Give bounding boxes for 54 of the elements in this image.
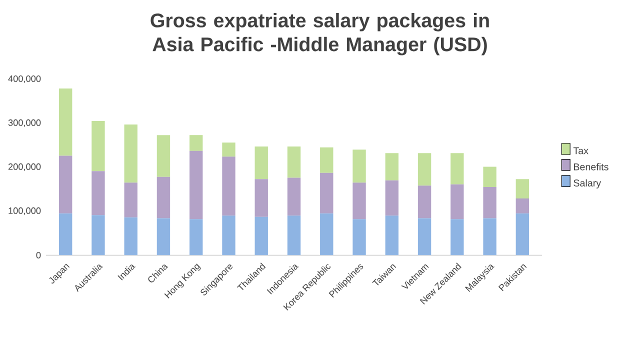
bar [287,216,301,256]
bar [352,219,366,256]
bar [385,216,398,256]
legend-label: Benefits [574,163,608,170]
bar [352,150,366,183]
bar [516,213,530,256]
y-tick-label: 300,000 [8,119,41,127]
bar [92,171,105,216]
bar [124,124,138,183]
bar [58,88,72,156]
y-tick-label: 200,000 [8,163,41,171]
bar [190,135,203,151]
y-tick-label: 0 [36,252,41,258]
bar [58,213,72,256]
bar [418,186,432,218]
bar [320,172,334,214]
bar [450,219,464,256]
bar [483,218,496,256]
bar [254,216,268,256]
bar [222,216,236,256]
bar [254,179,268,217]
bar [58,156,72,214]
bar [320,147,334,173]
bar [124,182,138,218]
bar [450,153,464,184]
bar [352,182,366,220]
bar [222,142,236,157]
y-tick-label: 400,000 [8,75,41,83]
bar [156,218,170,256]
y-tick-label: 100,000 [8,207,41,215]
bar [418,153,432,186]
chart-title: Gross expatriate salary packages in Asia Pacific -Middle Manager (USD) [150,12,489,56]
bar [483,166,496,188]
bar [385,180,398,216]
bar [222,156,236,216]
bar [156,176,170,218]
bar [190,219,203,256]
legend-label: Tax [573,147,588,154]
bar [287,146,301,178]
bar [124,217,138,256]
bar [385,153,398,180]
bar [190,150,203,220]
bar [287,178,301,216]
bar [320,213,334,256]
bar [92,121,105,172]
bar [516,179,530,198]
bar [450,184,464,220]
bar [483,187,496,218]
bar [92,215,105,256]
bar [254,146,268,180]
bar [516,198,530,214]
legend-label: Salary [574,179,602,188]
bar [156,135,170,177]
bar [418,218,432,256]
